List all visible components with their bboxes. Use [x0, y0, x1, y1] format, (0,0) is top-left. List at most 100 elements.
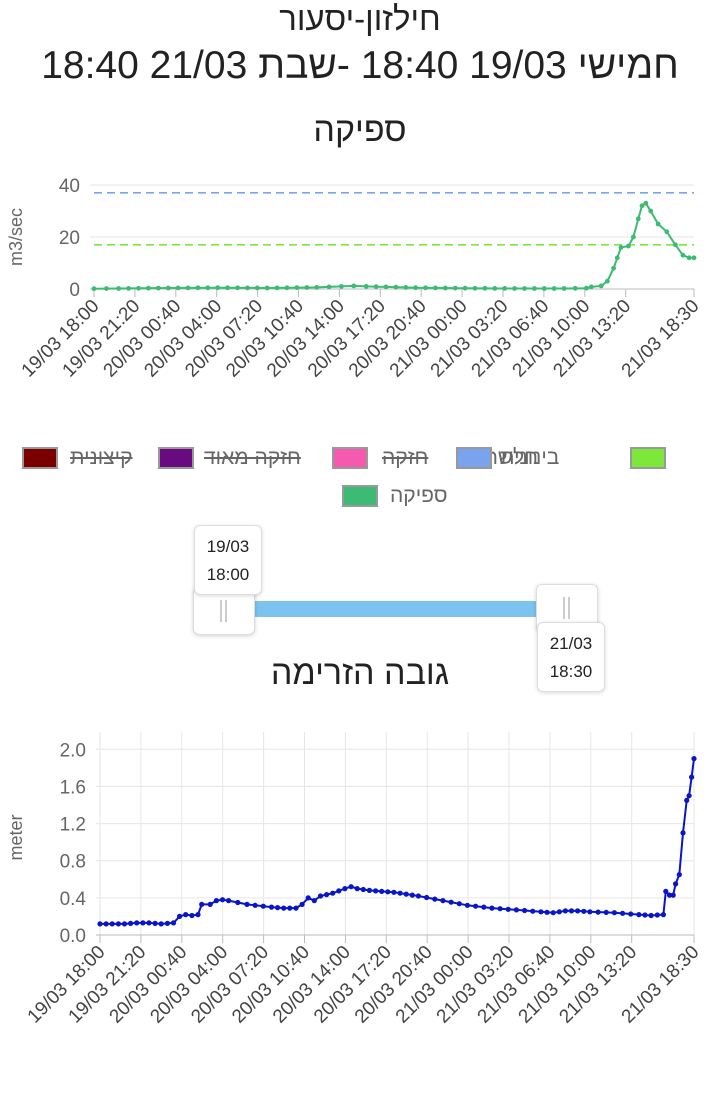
data-point	[572, 285, 578, 291]
data-point	[109, 921, 115, 927]
flow-chart-title: ספיקה	[313, 111, 407, 149]
data-point	[481, 904, 487, 910]
data-point	[631, 234, 636, 240]
data-point	[207, 901, 213, 907]
data-point	[663, 888, 669, 894]
y-tick-label: 20	[59, 228, 80, 249]
data-point	[581, 908, 587, 914]
data-point	[363, 284, 369, 289]
data-point	[575, 908, 581, 914]
data-point	[620, 910, 626, 916]
data-point	[605, 278, 610, 284]
data-point	[360, 886, 366, 893]
data-point	[686, 793, 692, 799]
data-point	[639, 203, 645, 209]
data-point	[532, 286, 537, 291]
data-point	[497, 906, 503, 912]
data-point	[351, 283, 357, 289]
data-point	[252, 902, 258, 908]
data-point	[136, 285, 141, 291]
y-tick-label: 40	[59, 176, 80, 197]
data-point	[195, 285, 201, 291]
data-point	[115, 921, 121, 927]
data-point	[530, 908, 536, 914]
data-point	[611, 265, 616, 271]
data-point	[116, 286, 122, 291]
data-point	[473, 903, 479, 909]
data-point	[391, 889, 397, 895]
data-point	[654, 912, 660, 918]
data-point	[336, 888, 342, 894]
data-point	[393, 284, 399, 290]
data-point	[626, 243, 631, 249]
y-tick-label: 1.2	[60, 815, 86, 836]
data-point	[385, 889, 391, 895]
data-point	[424, 894, 430, 901]
data-point	[587, 909, 593, 915]
data-point	[205, 285, 211, 291]
range-start-date: 19/03	[206, 537, 250, 556]
data-point	[373, 284, 379, 290]
data-point	[686, 255, 692, 261]
data-point	[544, 909, 550, 915]
data-point	[275, 905, 281, 911]
data-point	[614, 255, 620, 261]
legend-label: חלשה	[484, 446, 538, 469]
range-start-time: 18:00	[206, 565, 250, 584]
data-point	[152, 920, 158, 926]
data-point	[195, 912, 201, 918]
y-axis-label: meter	[6, 814, 26, 860]
data-point	[284, 285, 290, 291]
legend-label: חזקה מאוד	[204, 446, 301, 469]
data-point	[134, 920, 140, 926]
data-point	[676, 872, 682, 878]
data-point	[684, 797, 690, 803]
legend-label: ספיקה	[390, 484, 448, 507]
data-point	[448, 899, 454, 905]
data-point	[440, 898, 446, 904]
data-point	[464, 902, 470, 908]
data-point	[287, 905, 293, 911]
data-point	[342, 886, 348, 892]
legend-swatch	[158, 447, 194, 469]
data-point	[415, 893, 421, 899]
data-point	[413, 285, 418, 291]
data-point	[538, 909, 544, 915]
data-point	[304, 285, 310, 290]
data-point	[691, 756, 697, 762]
data-point	[664, 229, 670, 235]
data-point	[264, 285, 270, 291]
data-point	[146, 285, 151, 291]
range-end-date: 21/03	[549, 634, 593, 653]
data-point	[281, 905, 287, 911]
data-point	[254, 285, 260, 291]
y-tick-label: 0.0	[60, 926, 86, 947]
data-point	[635, 216, 641, 222]
data-point	[330, 890, 336, 896]
data-point	[512, 286, 517, 291]
data-point	[103, 921, 109, 927]
data-point	[373, 888, 379, 894]
data-point	[215, 285, 221, 291]
data-point	[673, 242, 678, 248]
data-point	[397, 890, 403, 896]
range-start-tooltip: 19/03 18:00	[194, 525, 262, 595]
data-point	[492, 286, 498, 291]
data-point	[199, 901, 205, 907]
data-point	[121, 921, 128, 927]
legend-swatch	[332, 447, 368, 469]
data-point	[274, 285, 280, 291]
data-point	[618, 245, 624, 250]
data-point	[670, 892, 676, 898]
data-point	[348, 884, 354, 890]
data-point	[213, 898, 219, 904]
range-slider-track[interactable]	[222, 601, 566, 617]
data-point	[235, 285, 240, 291]
data-point	[183, 912, 189, 918]
level-chart-title: גובה הזרימה	[270, 654, 450, 692]
data-point	[673, 881, 679, 887]
y-tick-label: 2.0	[60, 740, 86, 761]
data-point	[225, 285, 231, 291]
data-point	[680, 830, 686, 836]
